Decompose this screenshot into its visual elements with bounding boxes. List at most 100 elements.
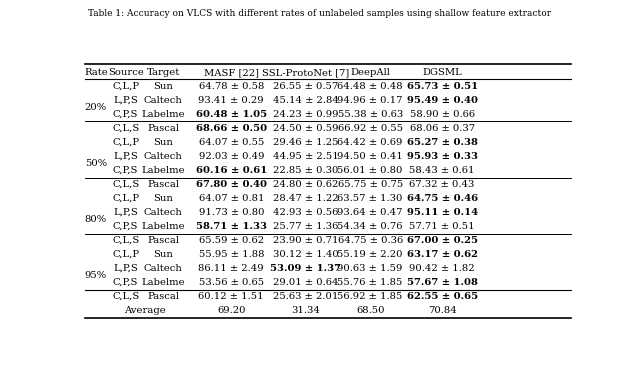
Text: 54.34 ± 0.76: 54.34 ± 0.76 [337,222,403,231]
Text: 45.14 ± 2.84: 45.14 ± 2.84 [273,96,339,105]
Text: Labelme: Labelme [141,222,185,231]
Text: 66.92 ± 0.55: 66.92 ± 0.55 [337,124,403,133]
Text: C,L,S: C,L,S [112,124,140,133]
Text: MASF [22]: MASF [22] [204,68,259,77]
Text: Sun: Sun [154,82,173,91]
Text: 65.75 ± 0.75: 65.75 ± 0.75 [337,180,403,189]
Text: C,P,S: C,P,S [113,110,138,119]
Text: 29.46 ± 1.25: 29.46 ± 1.25 [273,138,339,147]
Text: 25.63 ± 2.01: 25.63 ± 2.01 [273,292,339,301]
Text: C,L,P: C,L,P [112,82,139,91]
Text: 90.63 ± 1.59: 90.63 ± 1.59 [337,264,403,273]
Text: Average: Average [124,306,165,315]
Text: Caltech: Caltech [144,96,183,105]
Text: Pascal: Pascal [147,124,179,133]
Text: 69.20: 69.20 [217,306,246,315]
Text: Pascal: Pascal [147,236,179,245]
Text: 67.32 ± 0.43: 67.32 ± 0.43 [410,180,475,189]
Text: 95.93 ± 0.33: 95.93 ± 0.33 [406,152,477,161]
Text: 55.76 ± 1.85: 55.76 ± 1.85 [337,278,403,287]
Text: 20%: 20% [85,103,107,112]
Text: 63.57 ± 1.30: 63.57 ± 1.30 [337,194,403,203]
Text: 60.16 ± 0.61: 60.16 ± 0.61 [196,166,267,175]
Text: 25.77 ± 1.36: 25.77 ± 1.36 [273,222,339,231]
Text: 95.11 ± 0.14: 95.11 ± 0.14 [406,208,477,217]
Text: 50%: 50% [85,159,107,168]
Text: Rate: Rate [84,68,108,77]
Text: L,P,S: L,P,S [113,208,138,217]
Text: 64.48 ± 0.48: 64.48 ± 0.48 [337,82,403,91]
Text: 42.93 ± 0.56: 42.93 ± 0.56 [273,208,339,217]
Text: 68.66 ± 0.50: 68.66 ± 0.50 [196,124,267,133]
Text: Table 1: Accuracy on VLCS with different rates of unlabeled samples using shallo: Table 1: Accuracy on VLCS with different… [88,9,552,18]
Text: 64.07 ± 0.81: 64.07 ± 0.81 [198,194,264,203]
Text: C,L,P: C,L,P [112,138,139,147]
Text: Labelme: Labelme [141,110,185,119]
Text: 53.56 ± 0.65: 53.56 ± 0.65 [198,278,264,287]
Text: SSL-ProtoNet [7]: SSL-ProtoNet [7] [262,68,349,77]
Text: 57.67 ± 1.08: 57.67 ± 1.08 [406,278,477,287]
Text: 93.64 ± 0.47: 93.64 ± 0.47 [337,208,403,217]
Text: 56.92 ± 1.85: 56.92 ± 1.85 [337,292,403,301]
Text: 60.12 ± 1.51: 60.12 ± 1.51 [198,292,264,301]
Text: 55.38 ± 0.63: 55.38 ± 0.63 [337,110,403,119]
Text: Sun: Sun [154,194,173,203]
Text: 58.90 ± 0.66: 58.90 ± 0.66 [410,110,475,119]
Text: Pascal: Pascal [147,180,179,189]
Text: C,L,S: C,L,S [112,180,140,189]
Text: 64.78 ± 0.58: 64.78 ± 0.58 [198,82,264,91]
Text: 22.85 ± 0.30: 22.85 ± 0.30 [273,166,339,175]
Text: 65.27 ± 0.38: 65.27 ± 0.38 [406,138,477,147]
Text: 23.90 ± 0.71: 23.90 ± 0.71 [273,236,339,245]
Text: 95%: 95% [85,271,107,280]
Text: Target: Target [147,68,180,77]
Text: 95.49 ± 0.40: 95.49 ± 0.40 [406,96,477,105]
Text: 94.50 ± 0.41: 94.50 ± 0.41 [337,152,403,161]
Text: 57.71 ± 0.51: 57.71 ± 0.51 [409,222,475,231]
Text: 80%: 80% [85,215,107,224]
Text: 24.23 ± 0.99: 24.23 ± 0.99 [273,110,339,119]
Text: 65.73 ± 0.51: 65.73 ± 0.51 [406,82,477,91]
Text: 28.47 ± 1.22: 28.47 ± 1.22 [273,194,339,203]
Text: Sun: Sun [154,250,173,259]
Text: 24.50 ± 0.59: 24.50 ± 0.59 [273,124,339,133]
Text: Caltech: Caltech [144,208,183,217]
Text: 44.95 ± 2.51: 44.95 ± 2.51 [273,152,339,161]
Text: 68.50: 68.50 [356,306,385,315]
Text: 68.06 ± 0.37: 68.06 ± 0.37 [410,124,475,133]
Text: C,P,S: C,P,S [113,222,138,231]
Text: 65.59 ± 0.62: 65.59 ± 0.62 [198,236,264,245]
Text: 55.95 ± 1.88: 55.95 ± 1.88 [198,250,264,259]
Text: 58.71 ± 1.33: 58.71 ± 1.33 [196,222,267,231]
Text: 67.00 ± 0.25: 67.00 ± 0.25 [406,236,477,245]
Text: DeepAll: DeepAll [350,68,390,77]
Text: Sun: Sun [154,138,173,147]
Text: 64.75 ± 0.46: 64.75 ± 0.46 [406,194,477,203]
Text: 26.55 ± 0.57: 26.55 ± 0.57 [273,82,339,91]
Text: Pascal: Pascal [147,292,179,301]
Text: 93.41 ± 0.29: 93.41 ± 0.29 [198,96,264,105]
Text: 64.07 ± 0.55: 64.07 ± 0.55 [198,138,264,147]
Text: C,P,S: C,P,S [113,166,138,175]
Text: 24.80 ± 0.62: 24.80 ± 0.62 [273,180,339,189]
Text: 67.80 ± 0.40: 67.80 ± 0.40 [196,180,267,189]
Text: 90.42 ± 1.82: 90.42 ± 1.82 [409,264,475,273]
Text: L,P,S: L,P,S [113,96,138,105]
Text: C,L,S: C,L,S [112,292,140,301]
Text: 62.55 ± 0.65: 62.55 ± 0.65 [406,292,477,301]
Text: Caltech: Caltech [144,264,183,273]
Text: 91.73 ± 0.80: 91.73 ± 0.80 [198,208,264,217]
Text: 92.03 ± 0.49: 92.03 ± 0.49 [198,152,264,161]
Text: Caltech: Caltech [144,152,183,161]
Text: L,P,S: L,P,S [113,152,138,161]
Text: 86.11 ± 2.49: 86.11 ± 2.49 [198,264,264,273]
Text: C,L,P: C,L,P [112,250,139,259]
Text: Source: Source [108,68,143,77]
Text: Labelme: Labelme [141,278,185,287]
Text: 60.48 ± 1.05: 60.48 ± 1.05 [196,110,267,119]
Text: 53.09 ± 1.37: 53.09 ± 1.37 [270,264,341,273]
Text: 56.01 ± 0.80: 56.01 ± 0.80 [337,166,403,175]
Text: 64.42 ± 0.69: 64.42 ± 0.69 [337,138,403,147]
Text: C,L,P: C,L,P [112,194,139,203]
Text: 58.43 ± 0.61: 58.43 ± 0.61 [410,166,475,175]
